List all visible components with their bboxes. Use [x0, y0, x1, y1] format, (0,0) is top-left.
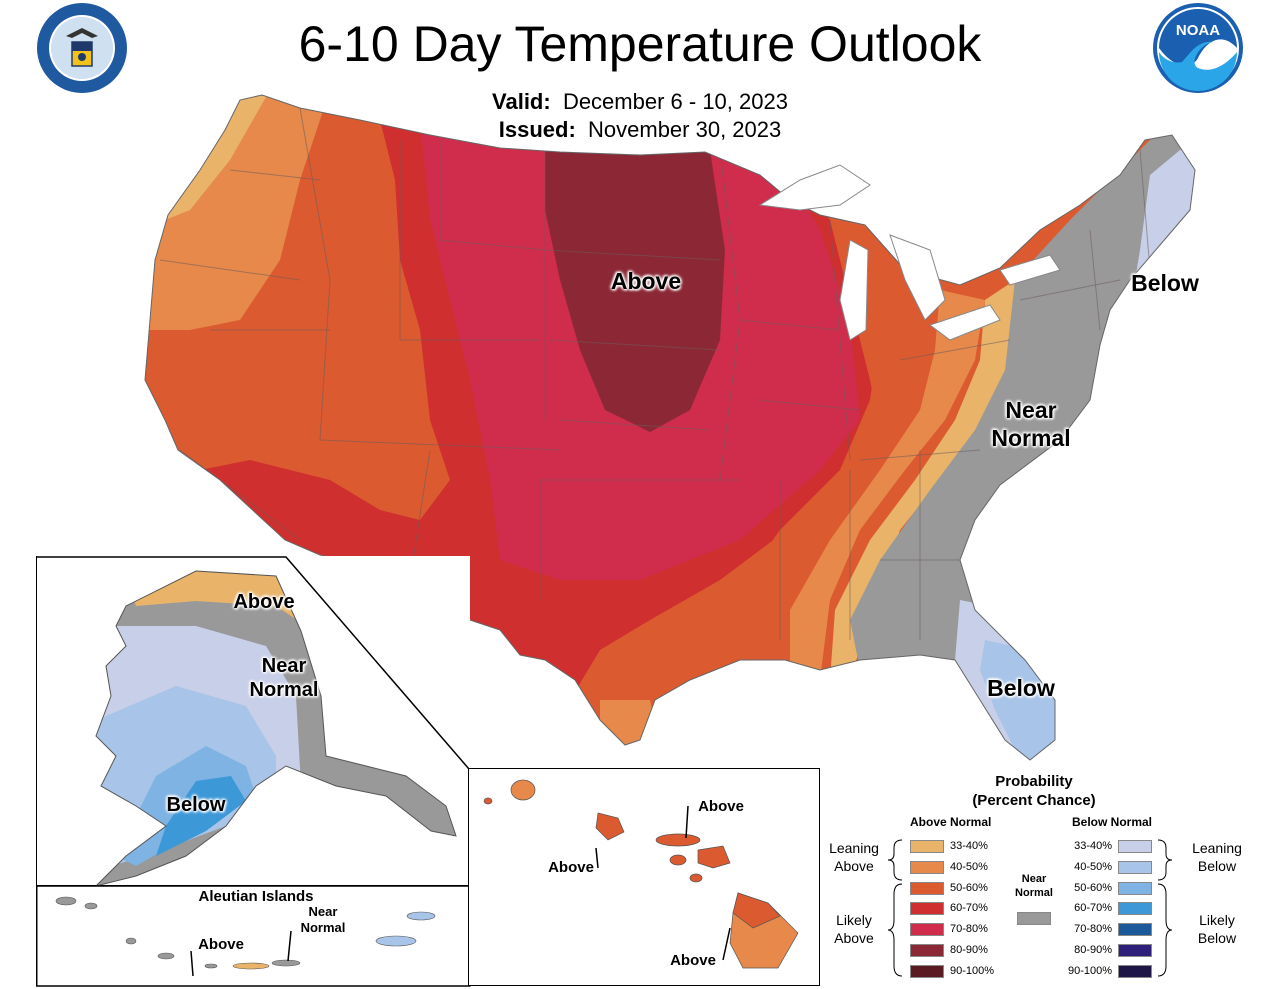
issued-line: Issued: November 30, 2023 — [0, 116, 1280, 144]
below-bin-label: 90-100% — [1067, 964, 1112, 977]
legend-title-line1: Probability — [995, 773, 1073, 790]
issued-label: Issued: — [498, 117, 576, 142]
alaska-inset-frame — [36, 556, 471, 987]
legend-title-line2: (Percent Chance) — [972, 792, 1096, 809]
above-bin-label: 80-90% — [950, 944, 988, 956]
above-bin-label: 90-100% — [950, 964, 995, 977]
below-swatch — [1118, 881, 1152, 895]
hawaii-above-top: Above — [698, 798, 744, 815]
aleutian-title: Aleutian Islands — [198, 888, 314, 905]
above-swatch — [910, 881, 944, 895]
aleutian-near-line2: Normal — [300, 920, 346, 935]
legend-likely-above-line1: Likely — [836, 912, 872, 928]
below-bin-label: 80-90% — [1074, 944, 1112, 956]
conus-near-normal-line2: Normal — [991, 425, 1071, 451]
above-swatch — [910, 860, 944, 874]
above-bin-row: 50-60% — [910, 881, 988, 895]
below-bin-label: 33-40% — [1074, 840, 1112, 852]
above-bin-row: 40-50% — [910, 860, 988, 874]
above-bin-label: 60-70% — [950, 902, 988, 915]
above-bin-row: 60-70% — [910, 902, 988, 916]
below-bin-label: 70-80% — [1074, 923, 1112, 936]
below-bin-row: 50-60% — [1064, 881, 1152, 895]
issued-date: November 30, 2023 — [588, 117, 782, 142]
above-bin-row: 33-40% — [910, 840, 988, 853]
aleutian-above-label: Above — [198, 936, 244, 953]
hawaii-above-bottom: Above — [670, 952, 716, 969]
below-swatch — [1118, 840, 1152, 853]
below-swatch — [1118, 944, 1152, 957]
above-swatch — [910, 902, 944, 916]
below-bin-row: 90-100% — [1064, 964, 1152, 978]
below-bin-row: 60-70% — [1064, 902, 1152, 916]
above-bin-row: 80-90% — [910, 944, 988, 957]
legend-leaning-below-line1: Leaning — [1192, 840, 1242, 856]
legend-leaning-above-line1: Leaning — [829, 840, 879, 856]
below-bin-row: 33-40% — [1064, 840, 1152, 853]
legend-below-braces — [1157, 839, 1173, 977]
below-swatch — [1118, 923, 1152, 937]
conus-near-normal-line1: Near — [1005, 397, 1057, 423]
above-bin-label: 70-80% — [950, 923, 988, 936]
alaska-near-line2: Normal — [249, 679, 319, 701]
conus-above-label: Above — [610, 268, 682, 294]
alaska-above-label: Above — [233, 591, 295, 613]
legend-likely-above-line2: Above — [834, 930, 874, 946]
above-swatch — [910, 840, 944, 853]
page-title: 6-10 Day Temperature Outlook — [298, 16, 982, 72]
below-bin-row: 70-80% — [1064, 923, 1152, 937]
valid-dates: December 6 - 10, 2023 — [562, 89, 788, 114]
legend-likely-below-line2: Below — [1197, 930, 1237, 946]
noaa-logo-text: NOAA — [1176, 22, 1220, 39]
alaska-below-label: Below — [166, 794, 226, 816]
above-swatch — [910, 944, 944, 957]
noaa-logo-icon: NOAA — [1153, 3, 1243, 93]
below-swatch — [1118, 902, 1152, 916]
above-swatch — [910, 923, 944, 937]
legend-above-header: Above Normal — [910, 815, 992, 829]
above-bin-row: 90-100% — [910, 964, 995, 978]
above-bin-label: 40-50% — [950, 860, 988, 873]
legend-leaning-above-line2: Above — [834, 858, 874, 874]
legend-likely-below-line1: Likely — [1199, 912, 1235, 928]
legend-leaning-below-line2: Below — [1197, 858, 1237, 874]
below-bin-row: 80-90% — [1064, 944, 1152, 957]
valid-label: Valid: — [492, 89, 551, 114]
legend-below-header: Below Normal — [1072, 815, 1153, 829]
hawaii-islands — [483, 779, 799, 969]
commerce-seal-icon — [37, 3, 127, 93]
above-bin-label: 33-40% — [950, 840, 988, 852]
below-bin-label: 60-70% — [1074, 902, 1112, 915]
conus-below-fl-label: Below — [987, 675, 1055, 701]
below-bin-row: 40-50% — [1064, 860, 1152, 874]
legend-near-header-line1: Near — [1021, 873, 1047, 885]
below-bin-label: 40-50% — [1074, 860, 1112, 873]
legend-above-braces — [887, 839, 903, 977]
aleutian-near-line1: Near — [308, 904, 338, 919]
hawaii-above-left: Above — [548, 859, 594, 876]
above-swatch — [910, 964, 944, 978]
alaska-near-line1: Near — [261, 655, 307, 677]
below-swatch — [1118, 860, 1152, 874]
legend-near-header-line2: Normal — [1015, 887, 1053, 899]
below-swatch — [1118, 964, 1152, 978]
above-bin-row: 70-80% — [910, 923, 988, 937]
above-bin-label: 50-60% — [950, 881, 988, 894]
below-bin-label: 50-60% — [1074, 881, 1112, 894]
valid-line: Valid: December 6 - 10, 2023 — [0, 88, 1280, 116]
conus-below-ne-label: Below — [1131, 270, 1199, 296]
legend-near-swatch — [1017, 912, 1051, 925]
